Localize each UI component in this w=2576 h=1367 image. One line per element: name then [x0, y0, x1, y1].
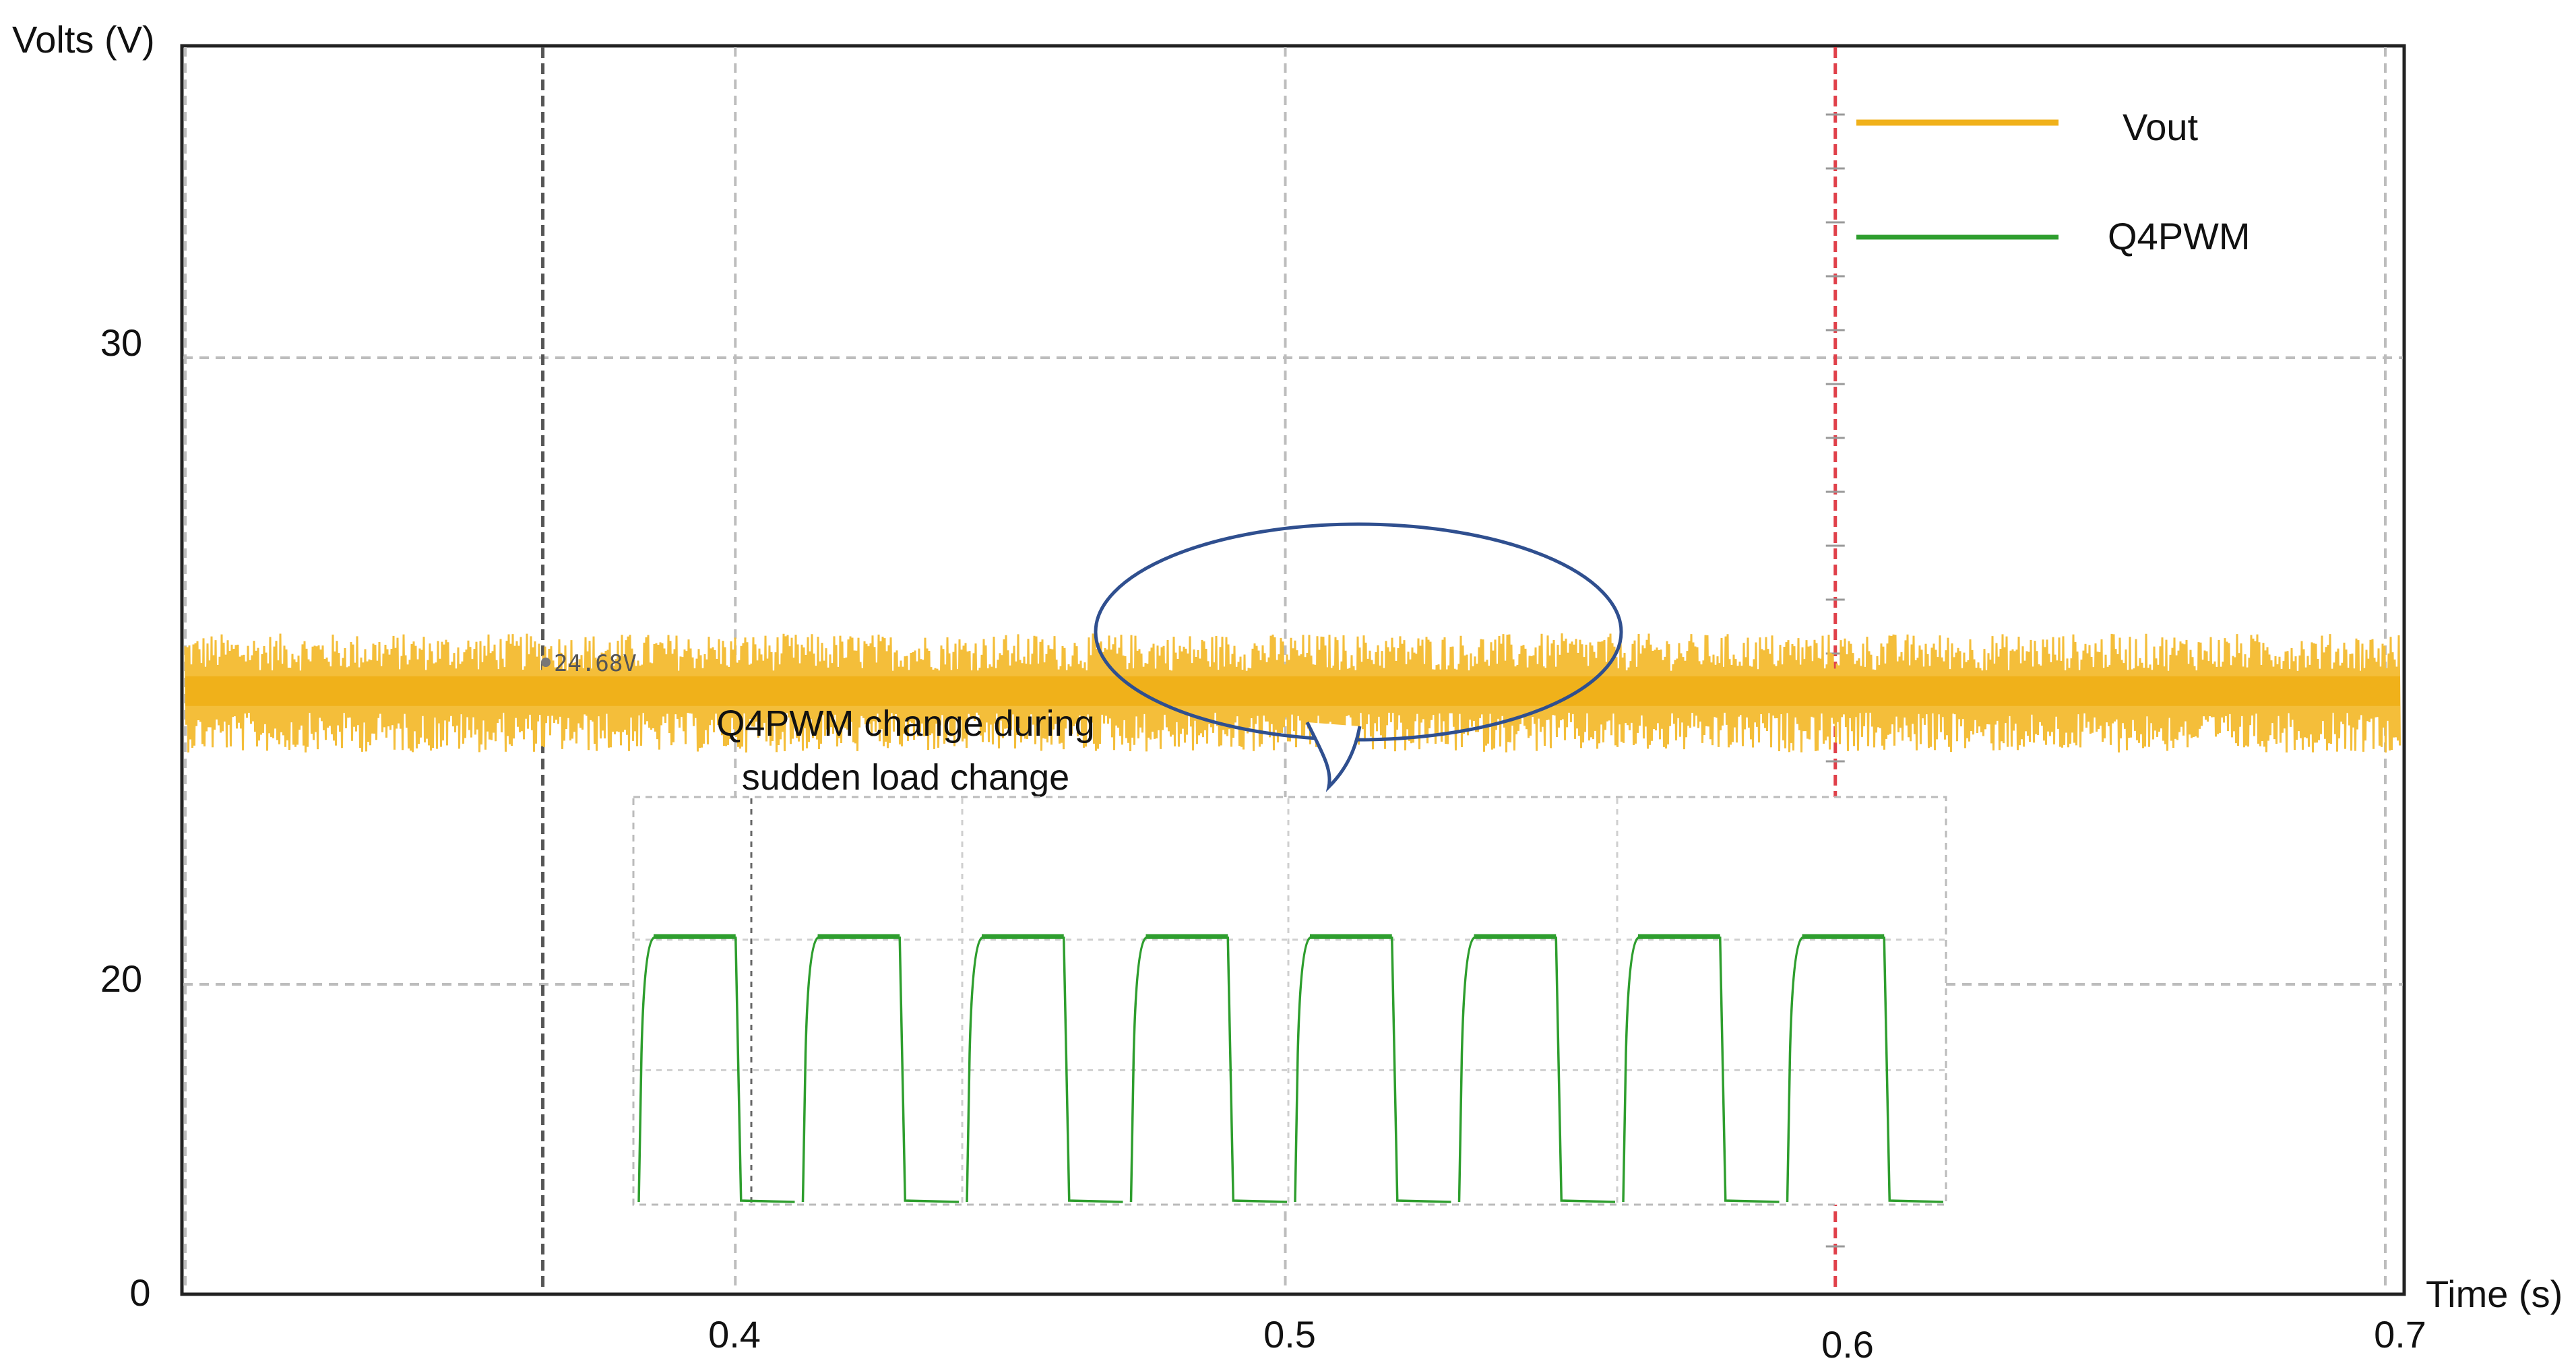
y-tick-label: 0	[129, 1271, 150, 1314]
callout-tail	[1305, 721, 1362, 792]
cursor-readout-dot	[541, 658, 551, 667]
vout-core-band	[185, 676, 2400, 706]
x-tick-label: 0.5	[1263, 1313, 1316, 1356]
cursor-readout: 24.68V	[554, 650, 637, 677]
y-tick-label: 20	[100, 957, 142, 1000]
x-tick-label: 0.6	[1821, 1323, 1874, 1366]
annotation-line-2: sudden load change	[742, 757, 1069, 798]
q4pwm-pulse	[966, 936, 1123, 1203]
y-axis-title: Volts (V)	[12, 18, 155, 61]
q4pwm-pulse	[1786, 936, 1944, 1203]
x-axis-title: Time (s)	[2426, 1273, 2563, 1315]
q4pwm-pulse	[1457, 936, 1616, 1203]
x-tick-label: 0.7	[2374, 1313, 2426, 1356]
inset-grid	[635, 798, 1945, 1203]
y-tick-label: 30	[100, 321, 142, 364]
series-vout	[184, 633, 2401, 753]
legend: Vout Q4PWM	[1856, 106, 2251, 257]
q4pwm-pulse	[1622, 936, 1780, 1203]
inset-frame	[632, 796, 1947, 1206]
q4pwm-pulse	[637, 936, 795, 1203]
x-tick-label: 0.4	[708, 1313, 761, 1356]
q4pwm-pulse	[1294, 936, 1451, 1203]
y-tick-labels: 0 20 30	[100, 321, 151, 1314]
q4pwm-pulses	[637, 934, 1944, 1203]
legend-label-q4pwm: Q4PWM	[2108, 215, 2251, 257]
callout-ellipse	[1094, 522, 1623, 742]
inset-q4pwm-panel	[632, 796, 1947, 1206]
q4pwm-pulse	[801, 936, 960, 1203]
annotation-line-1: Q4PWM change during	[716, 703, 1094, 744]
x-tick-labels: 0.4 0.5 0.6 0.7	[708, 1313, 2426, 1366]
q4pwm-pulse	[1129, 936, 1288, 1203]
legend-label-vout: Vout	[2123, 106, 2199, 148]
